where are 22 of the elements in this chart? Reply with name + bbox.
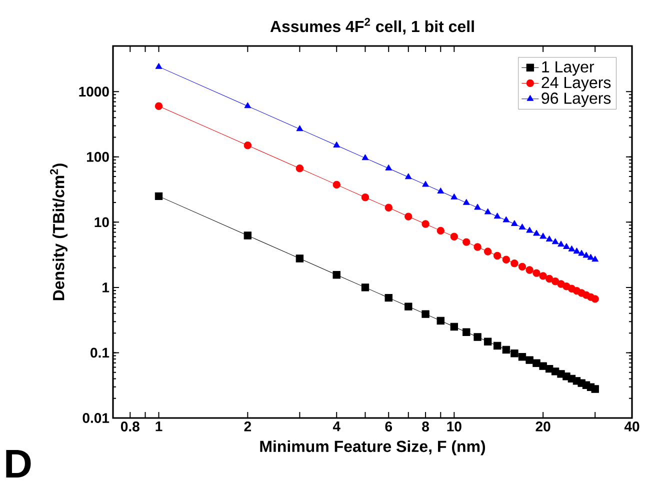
chart-title: Assumes 4F$^{2}$ cell, 1 bit cell	[270, 18, 474, 34]
legend-label: 96 Layers	[542, 92, 611, 108]
x-tick-label: 2	[244, 422, 252, 432]
x-tick-label: 8	[422, 422, 429, 432]
x-tick-label: 40	[624, 422, 640, 432]
x-tick-label: 20	[536, 422, 550, 432]
x-tick-label: 1	[156, 422, 162, 432]
y-tick-label: 100	[86, 152, 109, 162]
y-tick-label: 10	[94, 217, 109, 228]
y-tick-label: 1000	[79, 86, 109, 97]
y-tick-label: 0.1	[90, 348, 110, 358]
legend-label: 24 Layers	[542, 76, 611, 92]
x-tick-label: 10	[447, 422, 462, 432]
legend-label: 1 Layer	[542, 61, 594, 76]
x-tick-label: 0.8	[120, 422, 140, 432]
x-tick-label: 6	[385, 422, 392, 432]
y-tick-label: 0.01	[82, 413, 110, 423]
y-tick-label: 1	[102, 282, 110, 292]
x-axis-title: Minimum Feature Size, F (nm)	[260, 440, 486, 456]
text: D	[6, 450, 31, 478]
y-axis-title: Density (TBit/cm$^{2}$)	[50, 164, 68, 300]
x-tick-label: 4	[332, 422, 340, 432]
